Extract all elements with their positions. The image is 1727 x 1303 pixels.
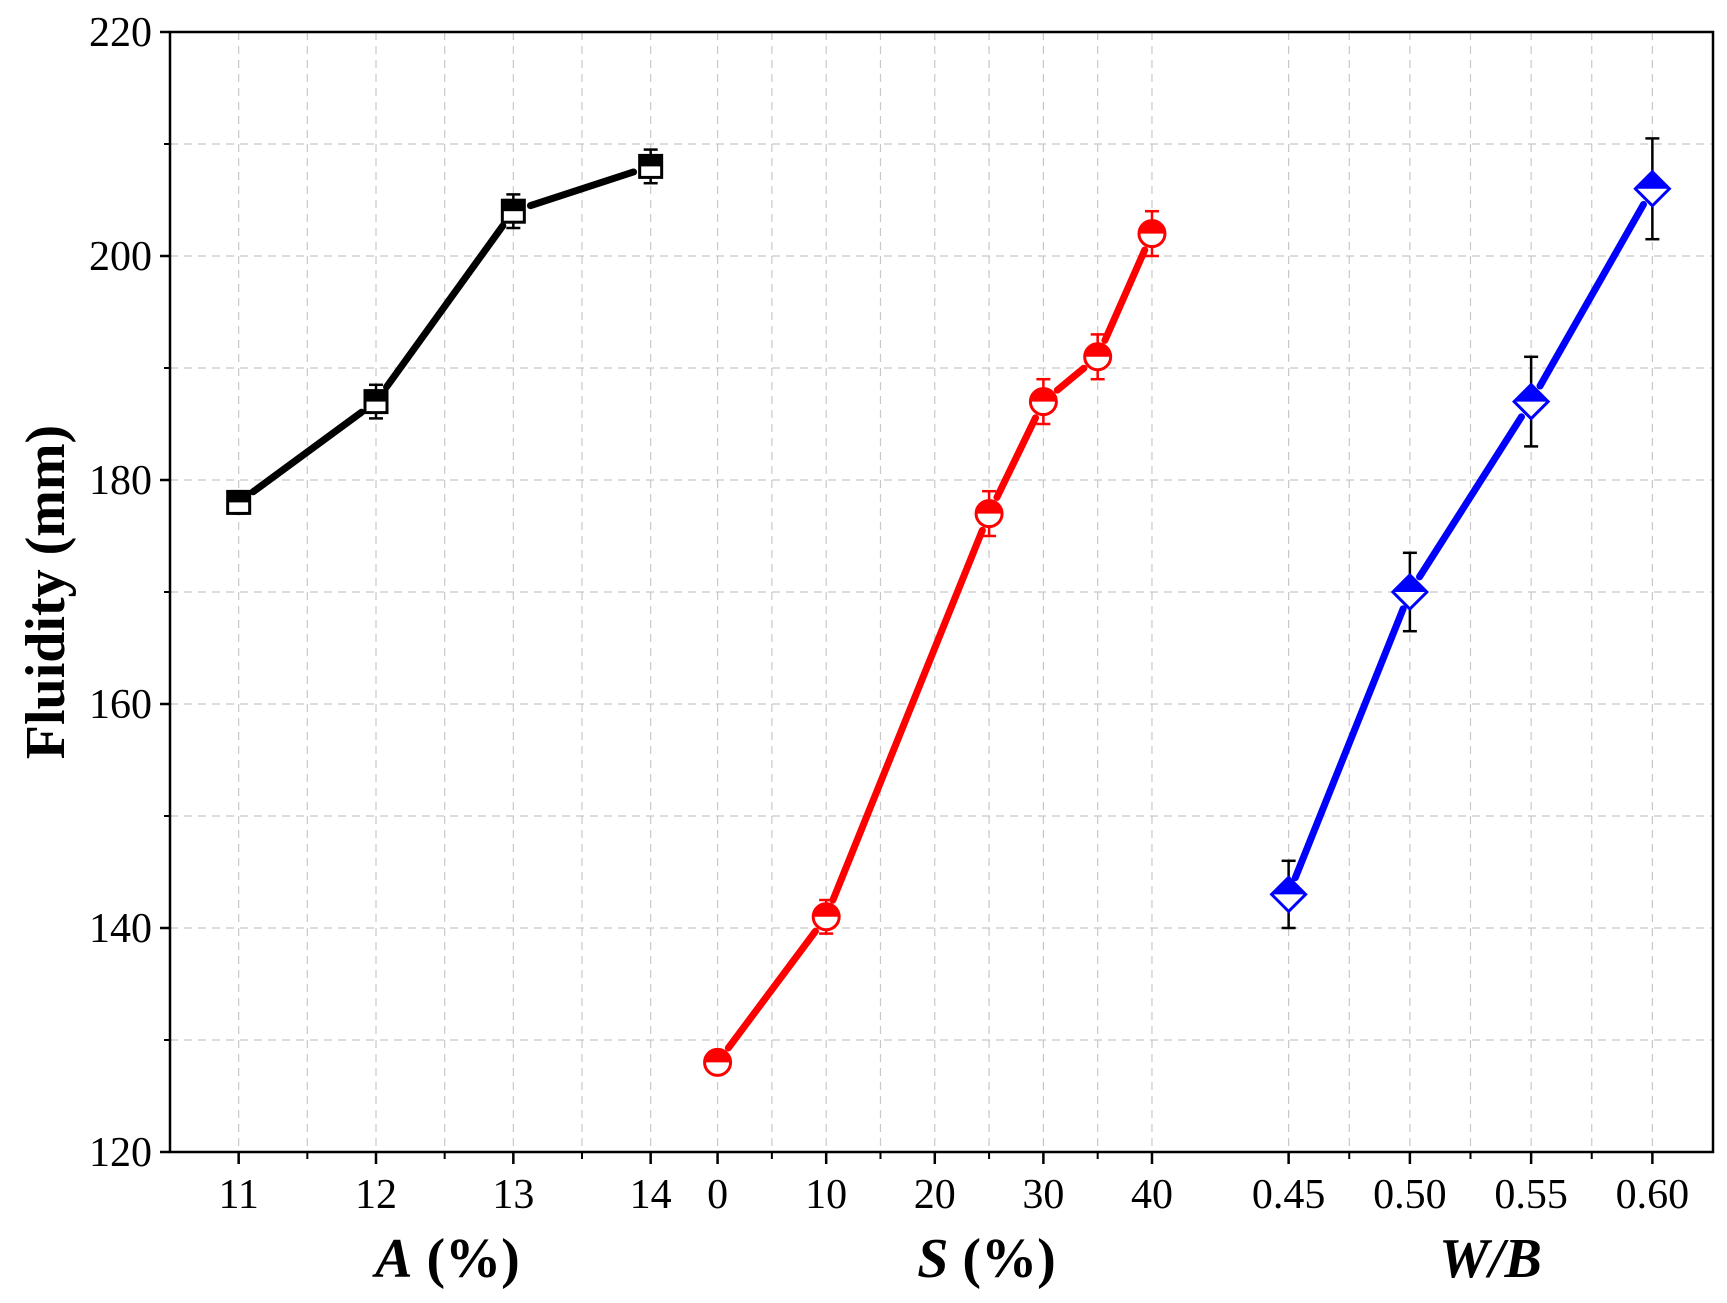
data-point-fill <box>1635 171 1670 189</box>
x-axis-title: W/B <box>1439 1228 1542 1290</box>
x-axis-variable: A <box>372 1228 412 1290</box>
x-axis-title: S (%) <box>917 1228 1055 1290</box>
data-point-fill <box>976 500 1003 514</box>
data-point-fill <box>813 903 840 917</box>
y-axis-title: Fluidity (mm) <box>15 425 77 759</box>
x-tick-label: 0.50 <box>1373 1172 1447 1218</box>
series-layer <box>226 137 1672 1077</box>
data-point-fill <box>1392 575 1427 592</box>
x-axis-variable: W/B <box>1439 1228 1542 1290</box>
y-tick-label: 200 <box>89 234 152 280</box>
series-line-segment <box>249 408 365 496</box>
y-tick-label: 140 <box>89 906 152 952</box>
series-line-segment <box>1416 413 1525 581</box>
series-line-segment <box>993 414 1040 501</box>
x-tick-label: 20 <box>914 1172 956 1218</box>
x-tick-label: 0 <box>707 1172 728 1218</box>
x-tick-label: 12 <box>355 1172 397 1218</box>
grid-layer <box>170 32 1713 1152</box>
series-line-segment <box>724 927 819 1052</box>
x-axis-title: A (%) <box>372 1228 520 1290</box>
data-point-fill <box>1138 220 1165 234</box>
data-point-fill <box>227 491 250 503</box>
data-point-fill <box>1084 343 1111 357</box>
y-tick-label: 180 <box>89 458 152 504</box>
axis-layer: 120 140 160 180 200 220 11 12 13 14 A (%) 0 10 20 30 40… <box>89 10 1689 1290</box>
x-tick-label: 13 <box>492 1172 534 1218</box>
x-tick-label: 0.45 <box>1252 1172 1326 1218</box>
y-tick-label: 120 <box>89 1130 152 1176</box>
x-tick-label: 10 <box>805 1172 847 1218</box>
series-s <box>703 209 1167 1077</box>
series-line-segment <box>383 222 507 391</box>
series-line-segment <box>1536 200 1647 390</box>
data-point-fill <box>1271 877 1306 895</box>
data-point-fill <box>502 200 525 212</box>
x-axis-variable: S <box>917 1228 948 1290</box>
series-line-segment <box>1291 605 1407 882</box>
y-tick-label: 160 <box>89 682 152 728</box>
x-tick-label: 0.60 <box>1616 1172 1690 1218</box>
data-point-fill <box>1030 388 1057 402</box>
x-tick-label: 0.55 <box>1494 1172 1568 1218</box>
series-w-b <box>1269 137 1672 930</box>
series-line-segment <box>1101 246 1149 344</box>
x-axis-unit: (%) <box>948 1228 1055 1290</box>
series-line-segment <box>1053 364 1088 394</box>
data-point-fill <box>639 155 662 167</box>
x-tick-label: 11 <box>218 1172 258 1218</box>
x-tick-label: 14 <box>630 1172 672 1218</box>
x-tick-label: 40 <box>1131 1172 1173 1218</box>
series-line-segment <box>829 526 986 904</box>
data-point-fill <box>365 390 387 402</box>
series-line-segment <box>526 168 638 210</box>
y-tick-label: 220 <box>89 10 152 56</box>
data-point-fill <box>1514 384 1549 402</box>
x-axis-unit: (%) <box>413 1228 520 1290</box>
series-a <box>226 148 664 515</box>
data-point-fill <box>704 1049 731 1063</box>
x-tick-label: 30 <box>1022 1172 1064 1218</box>
